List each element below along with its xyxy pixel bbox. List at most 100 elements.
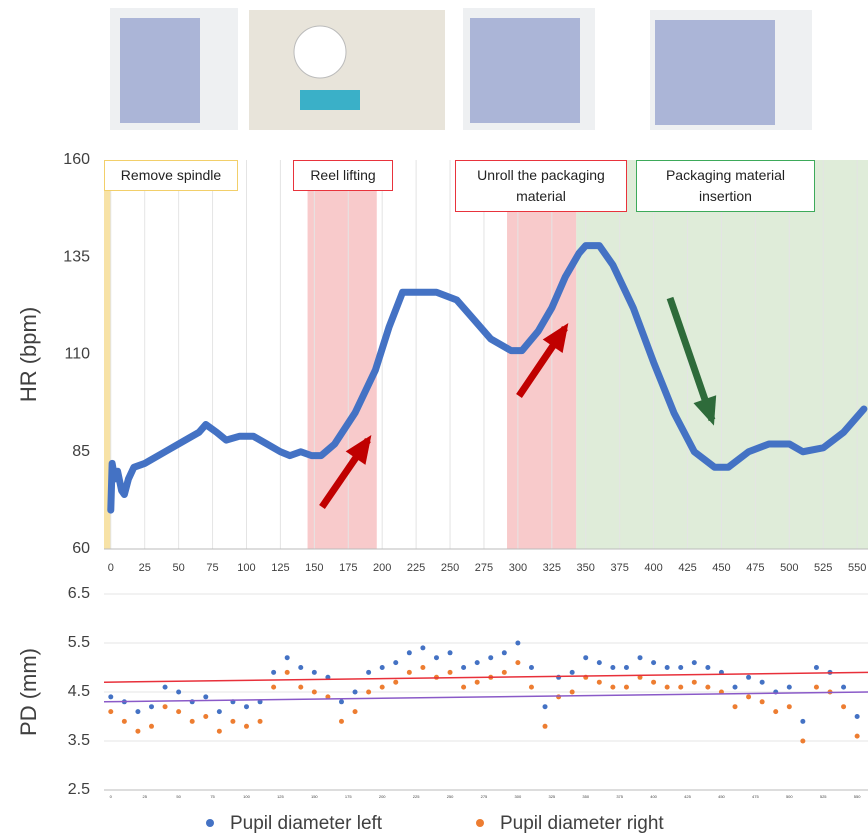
x-tick-label: 125 xyxy=(271,562,289,574)
y-tick-label: 135 xyxy=(63,248,90,265)
x-tick-label: 25 xyxy=(142,794,147,799)
x-tick-label: 100 xyxy=(237,562,255,574)
y-axis-title: PD (mm) xyxy=(16,648,41,736)
point xyxy=(448,650,453,655)
point xyxy=(393,680,398,685)
point xyxy=(583,655,588,660)
chart: 0255075100125150175200225250275300325350… xyxy=(0,0,868,837)
point xyxy=(692,680,697,685)
x-tick-label: 0 xyxy=(108,562,114,574)
point xyxy=(787,704,792,709)
x-tick-label: 150 xyxy=(311,794,318,799)
point xyxy=(339,719,344,724)
point xyxy=(122,719,127,724)
point xyxy=(705,665,710,670)
point xyxy=(420,645,425,650)
point xyxy=(624,685,629,690)
x-tick-label: 325 xyxy=(543,562,561,574)
point xyxy=(651,680,656,685)
point xyxy=(705,685,710,690)
trend-line xyxy=(104,672,868,682)
point xyxy=(515,660,520,665)
point xyxy=(855,714,860,719)
x-tick-label: 450 xyxy=(712,562,730,574)
x-tick-label: 100 xyxy=(243,794,250,799)
point xyxy=(597,660,602,665)
x-tick-label: 200 xyxy=(373,562,391,574)
y-tick-label: 3.5 xyxy=(68,732,90,749)
y-tick-label: 6.5 xyxy=(68,585,90,602)
point xyxy=(271,685,276,690)
x-tick-label: 225 xyxy=(413,794,420,799)
x-tick-label: 475 xyxy=(752,794,759,799)
y-tick-label: 160 xyxy=(63,151,90,168)
x-tick-label: 50 xyxy=(176,794,181,799)
point xyxy=(800,739,805,744)
point xyxy=(448,670,453,675)
point xyxy=(665,665,670,670)
point xyxy=(135,709,140,714)
point xyxy=(190,719,195,724)
x-tick-label: 175 xyxy=(345,794,352,799)
x-tick-label: 275 xyxy=(475,562,493,574)
point xyxy=(665,685,670,690)
x-tick-label: 225 xyxy=(407,562,425,574)
x-tick-label: 425 xyxy=(684,794,691,799)
point xyxy=(149,724,154,729)
point xyxy=(841,704,846,709)
point xyxy=(285,655,290,660)
point xyxy=(733,685,738,690)
x-tick-label: 75 xyxy=(206,562,218,574)
x-tick-label: 400 xyxy=(644,562,662,574)
point xyxy=(298,665,303,670)
x-tick-label: 500 xyxy=(786,794,793,799)
point xyxy=(678,665,683,670)
y-axis-title: HR (bpm) xyxy=(16,307,41,402)
point xyxy=(108,709,113,714)
illustration xyxy=(249,10,445,130)
point xyxy=(787,685,792,690)
point xyxy=(271,670,276,675)
point xyxy=(135,729,140,734)
point xyxy=(475,680,480,685)
point xyxy=(353,690,358,695)
x-tick-label: 500 xyxy=(780,562,798,574)
point xyxy=(163,704,168,709)
x-tick-label: 75 xyxy=(210,794,215,799)
x-tick-label: 475 xyxy=(746,562,764,574)
point xyxy=(420,665,425,670)
x-tick-label: 375 xyxy=(610,562,628,574)
region xyxy=(308,160,377,549)
x-tick-label: 550 xyxy=(854,794,861,799)
point xyxy=(393,660,398,665)
point xyxy=(461,685,466,690)
x-tick-label: 300 xyxy=(509,562,527,574)
legend-label: Pupil diameter right xyxy=(500,813,664,834)
point xyxy=(176,690,181,695)
illustration xyxy=(655,20,775,125)
x-tick-label: 275 xyxy=(481,794,488,799)
point xyxy=(339,699,344,704)
point xyxy=(814,665,819,670)
point xyxy=(502,650,507,655)
point xyxy=(380,685,385,690)
x-tick-label: 375 xyxy=(616,794,623,799)
x-tick-label: 450 xyxy=(718,794,725,799)
point xyxy=(692,660,697,665)
y-tick-label: 85 xyxy=(72,443,90,460)
x-tick-label: 550 xyxy=(848,562,866,574)
point xyxy=(380,665,385,670)
y-tick-label: 4.5 xyxy=(68,683,90,700)
x-tick-label: 425 xyxy=(678,562,696,574)
point xyxy=(800,719,805,724)
point xyxy=(570,670,575,675)
x-tick-label: 325 xyxy=(548,794,555,799)
region-label: Unroll the packaging material xyxy=(455,160,627,212)
point xyxy=(285,670,290,675)
x-tick-label: 525 xyxy=(820,794,827,799)
point xyxy=(461,665,466,670)
x-tick-label: 300 xyxy=(515,794,522,799)
point xyxy=(814,685,819,690)
point xyxy=(108,694,113,699)
y-tick-label: 60 xyxy=(72,540,90,557)
